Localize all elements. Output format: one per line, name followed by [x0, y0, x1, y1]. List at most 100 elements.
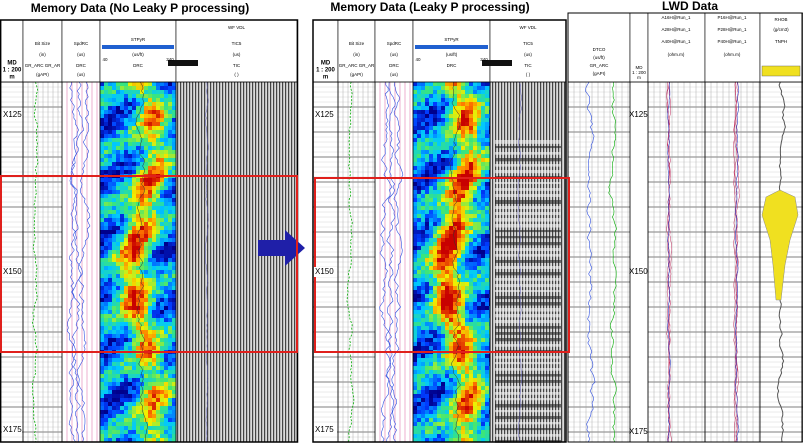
color-cell	[421, 378, 425, 382]
color-cell	[413, 258, 417, 262]
color-cell	[457, 374, 461, 378]
color-cell	[104, 394, 108, 398]
color-cell	[445, 358, 449, 362]
color-cell	[156, 290, 160, 294]
color-cell	[445, 122, 449, 126]
color-cell	[457, 230, 461, 234]
color-cell	[437, 238, 441, 242]
color-cell	[124, 170, 128, 174]
color-cell	[100, 430, 104, 434]
color-cell	[417, 370, 421, 374]
color-cell	[441, 426, 445, 430]
color-cell	[144, 130, 148, 134]
color-cell	[144, 190, 148, 194]
color-cell	[485, 246, 489, 250]
color-cell	[485, 126, 489, 130]
color-cell	[433, 274, 437, 278]
color-cell	[160, 378, 164, 382]
color-cell	[108, 266, 112, 270]
color-cell	[433, 390, 437, 394]
color-cell	[160, 390, 164, 394]
color-cell	[413, 330, 417, 334]
color-cell	[457, 402, 461, 406]
color-cell	[489, 242, 490, 246]
color-cell	[469, 250, 473, 254]
color-cell	[164, 222, 168, 226]
color-cell	[473, 438, 477, 442]
color-cell	[465, 378, 469, 382]
color-cell	[461, 266, 465, 270]
color-cell	[164, 182, 168, 186]
color-cell	[481, 370, 485, 374]
color-cell	[441, 398, 445, 402]
color-cell	[429, 174, 433, 178]
color-cell	[160, 262, 164, 266]
color-cell	[116, 290, 120, 294]
color-cell	[421, 390, 425, 394]
color-cell	[489, 170, 490, 174]
panel-title: Memory Data (Leaky P processing)	[330, 0, 529, 14]
color-cell	[461, 382, 465, 386]
color-cell	[441, 250, 445, 254]
color-cell	[425, 266, 429, 270]
color-cell	[465, 94, 469, 98]
color-cell	[148, 290, 152, 294]
color-cell	[120, 318, 124, 322]
color-cell	[433, 222, 437, 226]
color-cell	[116, 134, 120, 138]
color-cell	[152, 182, 156, 186]
color-cell	[108, 194, 112, 198]
color-cell	[485, 278, 489, 282]
color-cell	[477, 82, 481, 86]
color-cell	[461, 94, 465, 98]
color-cell	[437, 402, 441, 406]
color-cell	[172, 230, 176, 234]
color-cell	[457, 326, 461, 330]
color-cell	[429, 138, 433, 142]
color-cell	[457, 346, 461, 350]
color-cell	[473, 102, 477, 106]
color-cell	[164, 258, 168, 262]
color-cell	[148, 166, 152, 170]
color-cell	[136, 90, 140, 94]
color-cell	[473, 354, 477, 358]
vdl-band	[495, 266, 561, 269]
color-cell	[457, 334, 461, 338]
color-cell	[112, 290, 116, 294]
color-cell	[457, 330, 461, 334]
color-cell	[453, 110, 457, 114]
color-cell	[108, 362, 112, 366]
color-cell	[116, 366, 120, 370]
color-cell	[164, 282, 168, 286]
color-cell	[172, 298, 176, 302]
color-cell	[144, 326, 148, 330]
color-cell	[148, 190, 152, 194]
color-cell	[445, 202, 449, 206]
color-cell	[172, 390, 176, 394]
color-cell	[481, 334, 485, 338]
color-cell	[128, 198, 132, 202]
color-cell	[413, 90, 417, 94]
color-cell	[433, 130, 437, 134]
color-cell	[164, 138, 168, 142]
color-cell	[100, 122, 104, 126]
color-cell	[433, 170, 437, 174]
color-cell	[485, 354, 489, 358]
color-cell	[108, 218, 112, 222]
color-cell	[485, 434, 489, 438]
color-cell	[148, 374, 152, 378]
color-cell	[465, 322, 469, 326]
color-cell	[128, 146, 132, 150]
color-cell	[116, 218, 120, 222]
color-cell	[441, 230, 445, 234]
color-cell	[156, 322, 160, 326]
color-cell	[477, 410, 481, 414]
color-cell	[124, 150, 128, 154]
color-cell	[437, 438, 441, 442]
color-cell	[172, 290, 176, 294]
color-cell	[164, 306, 168, 310]
color-cell	[108, 358, 112, 362]
color-cell	[449, 266, 453, 270]
color-cell	[461, 414, 465, 418]
color-cell	[164, 202, 168, 206]
